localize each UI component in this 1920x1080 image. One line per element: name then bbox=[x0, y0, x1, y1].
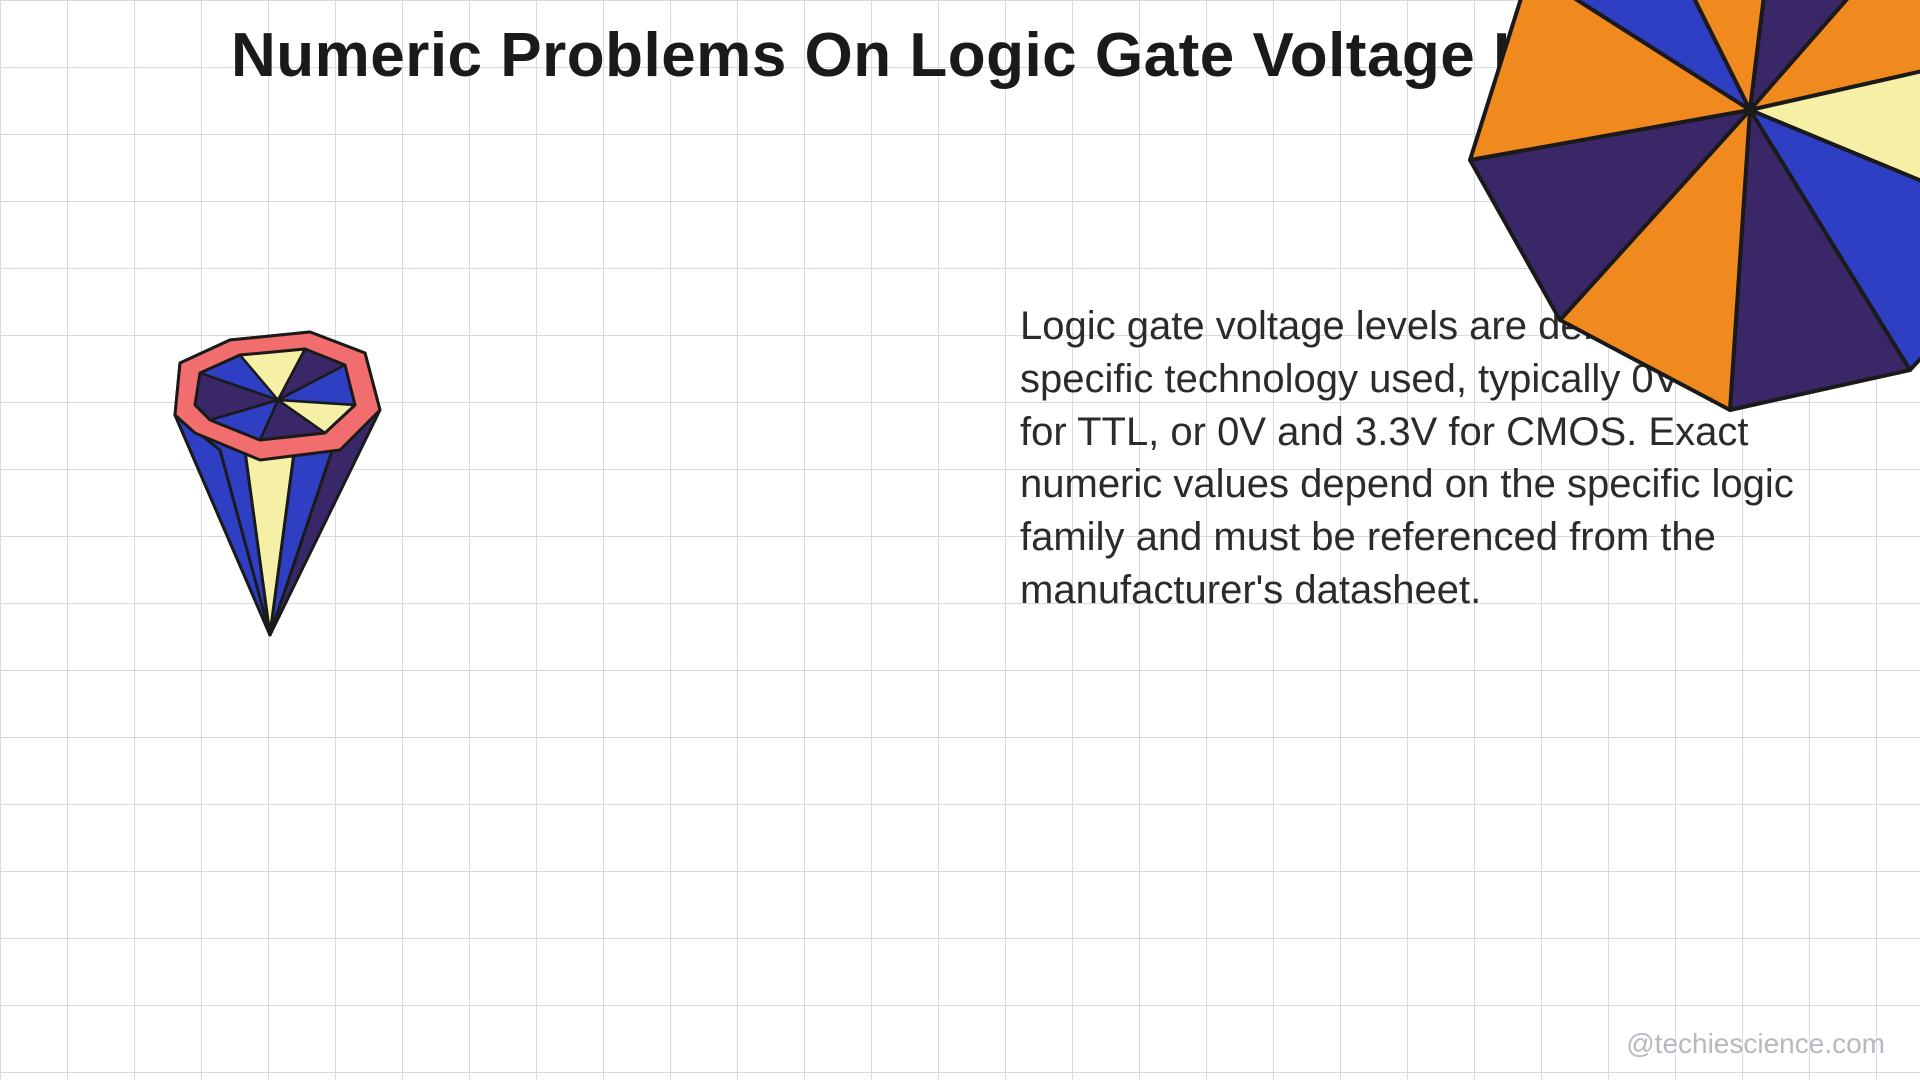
cone-decoration bbox=[80, 225, 430, 705]
footer-credit: @techiescience.com bbox=[1626, 1028, 1885, 1060]
star-decoration bbox=[1400, 0, 1920, 460]
